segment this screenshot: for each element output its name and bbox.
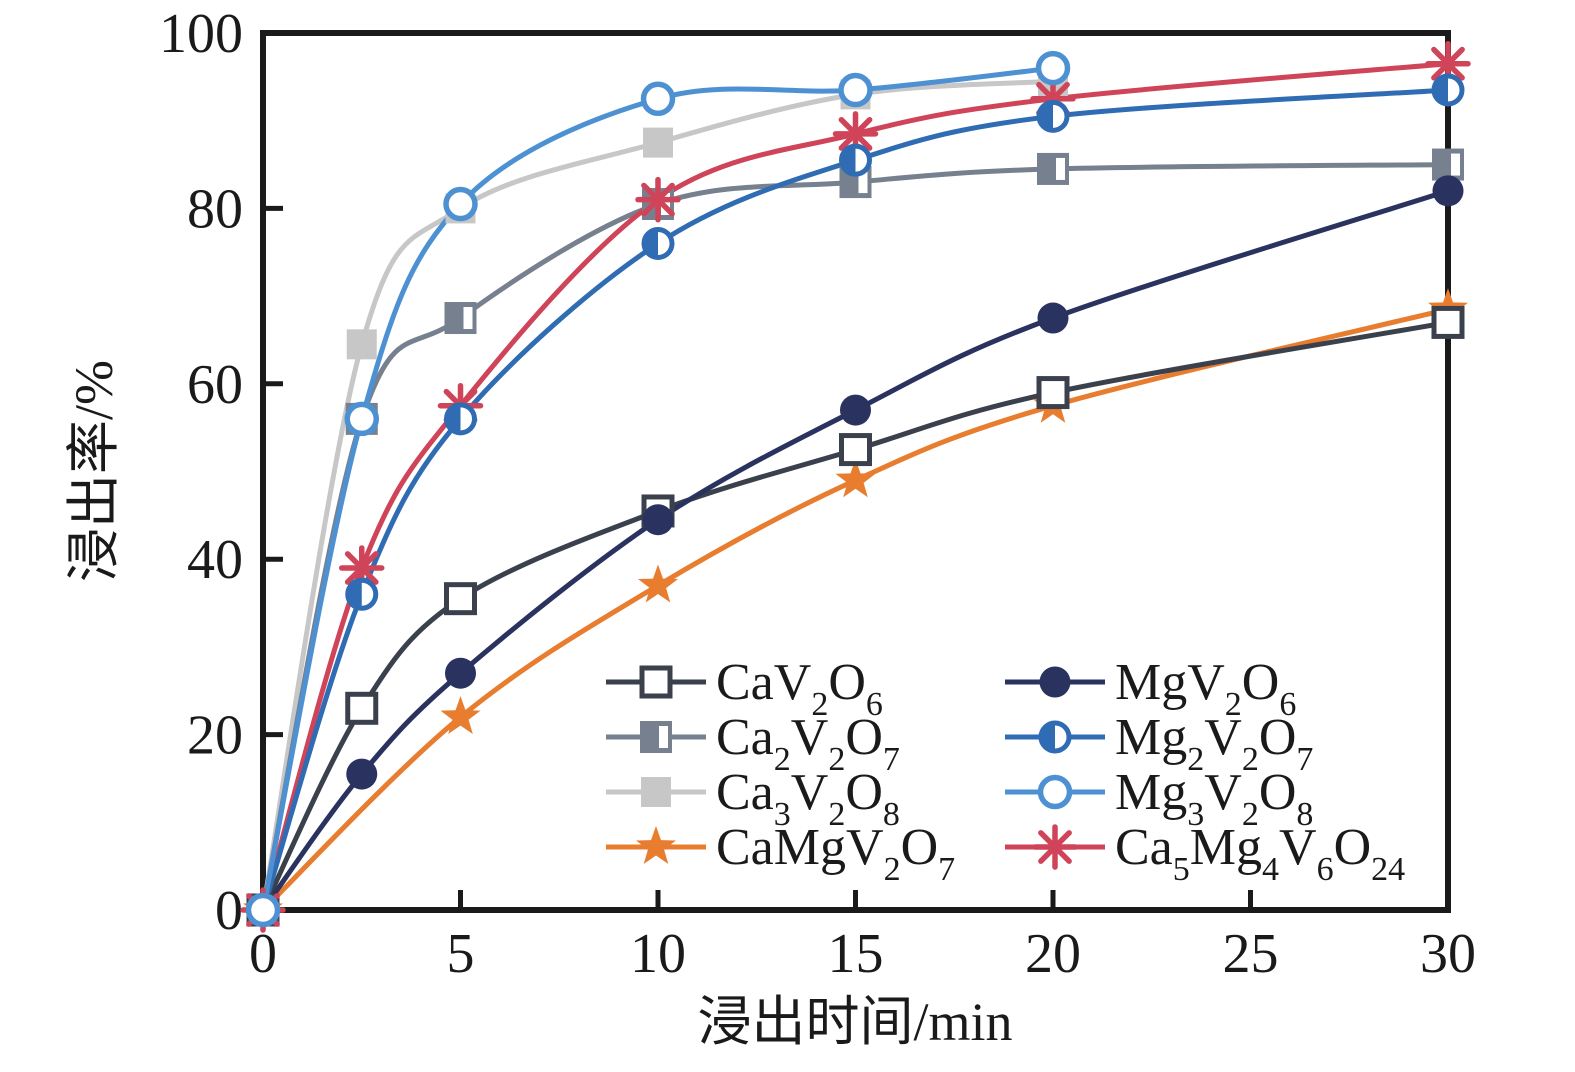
x-axis-title: 浸出时间/min: [697, 992, 1012, 1052]
half-square-marker: [1451, 153, 1460, 176]
legend-label: Ca3V2O8: [716, 764, 900, 833]
open-circle-marker: [443, 186, 478, 222]
legend-item-Mg2V2O7: Mg2V2O7: [1005, 709, 1313, 778]
asterisk-marker: [1431, 46, 1465, 81]
half-circle-marker: [1041, 723, 1055, 751]
legend-item-Mg3V2O8: Mg3V2O8: [1005, 764, 1313, 833]
asterisk-marker: [641, 182, 675, 217]
legend-label: Mg3V2O8: [1115, 764, 1313, 833]
open-square-marker: [639, 665, 673, 699]
half-circle-marker: [1039, 102, 1053, 131]
curve-CaMgV2O7: [260, 306, 1451, 913]
filled-circle-marker: [1432, 175, 1464, 207]
half-square-marker: [640, 721, 672, 753]
y-tick-label: 80: [187, 178, 243, 240]
y-tick-label: 40: [187, 529, 243, 591]
filled-square-marker: [346, 329, 377, 360]
x-tick-label: 15: [828, 923, 884, 985]
open-circle-marker: [245, 892, 281, 928]
filled-circle-marker: [1037, 302, 1069, 334]
open-square-marker: [839, 433, 872, 467]
asterisk-marker: [838, 116, 873, 151]
half-circle-marker: [446, 404, 461, 433]
filled-circle-marker: [1039, 666, 1071, 698]
markers-CaV2O6: [246, 305, 1465, 927]
open-circle-marker: [344, 401, 379, 437]
axis-ticks: 0 5 10 15 20 25 30 0 20 40 60 80 100: [159, 3, 1476, 985]
half-square-marker: [1056, 157, 1065, 180]
legend-item-MgV2O6: MgV2O6: [1005, 654, 1296, 723]
legend-label: Ca2V2O7: [716, 709, 900, 778]
x-tick-label: 10: [630, 923, 686, 985]
star-marker: [636, 826, 676, 864]
legend-item-Ca3V2O8: Ca3V2O8: [606, 764, 900, 833]
open-square-marker: [1036, 376, 1070, 410]
legend-label: Mg2V2O7: [1115, 709, 1313, 778]
y-tick-label: 60: [187, 354, 243, 416]
half-circle-marker: [644, 229, 658, 258]
legend-item-Ca5Mg4V6O24: Ca5Mg4V6O24: [1005, 819, 1405, 888]
half-square-marker: [858, 171, 868, 194]
y-tick-label: 0: [215, 880, 243, 942]
filled-circle-marker: [346, 758, 378, 790]
legend-label: CaMgV2O7: [716, 819, 955, 888]
open-circle-marker: [640, 81, 676, 117]
x-tick-label: 5: [447, 923, 475, 985]
star-marker: [440, 696, 481, 734]
filled-circle-marker: [642, 504, 674, 536]
y-tick-label: 100: [159, 3, 243, 65]
legend-item-CaV2O6: CaV2O6: [606, 654, 883, 723]
open-circle-marker: [1037, 774, 1073, 810]
asterisk-marker: [1038, 830, 1072, 864]
curve-MgV2O6: [260, 188, 1451, 913]
y-axis-title: 浸出率/%: [64, 360, 124, 582]
half-square-marker: [659, 726, 668, 748]
half-square-marker: [1037, 152, 1069, 185]
star-marker: [835, 459, 876, 498]
filled-circle-marker: [840, 394, 871, 426]
asterisk-marker: [344, 551, 379, 585]
open-square-marker: [345, 691, 379, 725]
x-tick-label: 20: [1025, 923, 1081, 985]
y-tick-label: 20: [187, 705, 243, 767]
filled-square-marker: [643, 127, 673, 158]
half-square-marker: [444, 302, 477, 335]
legend-item-Ca2V2O7: Ca2V2O7: [606, 709, 900, 778]
half-circle-marker: [1434, 76, 1448, 105]
legend-item-CaMgV2O7: CaMgV2O7: [606, 819, 955, 888]
x-tick-label: 30: [1420, 923, 1476, 985]
open-circle-marker: [838, 72, 873, 108]
legend-label: CaV2O6: [716, 654, 883, 723]
x-tick-label: 25: [1223, 923, 1279, 985]
half-circle-marker: [841, 146, 856, 175]
star-marker: [638, 564, 678, 603]
half-square-marker: [463, 307, 473, 330]
markers-MgV2O6: [247, 175, 1464, 926]
filled-circle-marker: [445, 657, 476, 689]
markers-Mg3V2O8: [245, 50, 1071, 928]
legend-label: MgV2O6: [1115, 654, 1296, 723]
x-tick-label: 0: [249, 923, 277, 985]
filled-square-marker: [641, 777, 671, 807]
legend-label: Ca5Mg4V6O24: [1115, 819, 1405, 888]
half-circle-marker: [347, 580, 362, 609]
open-square-marker: [444, 582, 477, 616]
series-markers: [240, 40, 1471, 933]
open-square-marker: [1431, 305, 1465, 339]
open-circle-marker: [1035, 50, 1071, 86]
